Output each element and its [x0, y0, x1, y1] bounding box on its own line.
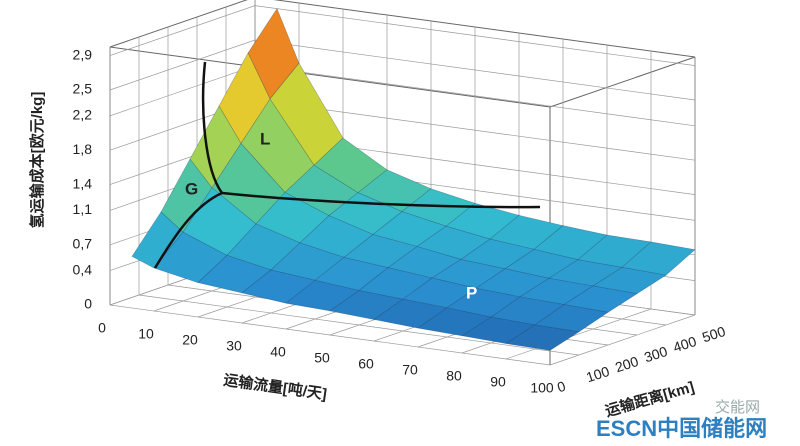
x-tick-label: 40	[270, 344, 286, 360]
x-tick-label: 20	[182, 332, 198, 348]
z-tick-label: 1,8	[73, 141, 93, 157]
grid-line	[109, 39, 256, 91]
y-tick-label: 300	[642, 343, 669, 366]
box-edge	[549, 56, 696, 108]
grid-line	[505, 308, 652, 360]
box-edge	[109, 46, 551, 108]
watermark: ESCN中国储能网	[596, 416, 767, 441]
box-edge	[109, 0, 248, 48]
x-axis-label: 运输流量[吨/天]	[222, 371, 328, 403]
y-tick-label: 0	[555, 378, 568, 396]
z-tick-label: 0,4	[73, 261, 93, 277]
x-tick-label: 50	[314, 350, 330, 366]
grid-line	[254, 39, 696, 101]
x-tick-label: 30	[226, 338, 242, 354]
z-tick-label: 1,1	[73, 201, 93, 217]
surface-patch	[505, 324, 580, 351]
z-tick-label: 2,2	[73, 107, 93, 123]
z-tick-label: 0	[84, 296, 92, 312]
boundary-line	[201, 61, 541, 209]
grid-line	[138, 294, 580, 356]
grid-line	[109, 5, 256, 56]
x-tick-label: 90	[490, 374, 506, 390]
surface	[131, 7, 696, 351]
y-tick-label: 100	[584, 363, 611, 386]
annotation: P	[466, 283, 477, 302]
x-tick-label: 0	[98, 320, 106, 336]
y-tick-label: 500	[700, 323, 727, 346]
x-tick-label: 70	[402, 362, 418, 378]
grid-line	[254, 99, 696, 161]
y-axis-label: 运输距离[km]	[603, 378, 696, 421]
z-tick-label: 2,5	[73, 81, 93, 97]
y-tick-label: 200	[613, 353, 640, 376]
x-tick-label: 100	[530, 380, 554, 396]
grid-line	[549, 314, 696, 366]
z-tick-label: 2,9	[73, 46, 93, 62]
grid-line	[254, 65, 696, 127]
grid-line	[109, 65, 256, 117]
grid-line	[254, 5, 696, 66]
z-tick-label: 0,7	[73, 236, 93, 252]
watermark: 交能网	[715, 398, 760, 416]
x-tick-label: 60	[358, 356, 374, 372]
y-tick-label: 400	[671, 333, 698, 356]
x-tick-label: 80	[446, 368, 462, 384]
z-tick-label: 1,4	[73, 175, 93, 191]
boundary-line	[153, 191, 223, 269]
z-axis-label: 氢运输成本[欧元/kg]	[28, 92, 46, 229]
x-tick-label: 10	[138, 326, 154, 342]
annotation: G	[185, 179, 198, 198]
annotation: L	[260, 129, 270, 148]
grid-line	[109, 304, 551, 366]
